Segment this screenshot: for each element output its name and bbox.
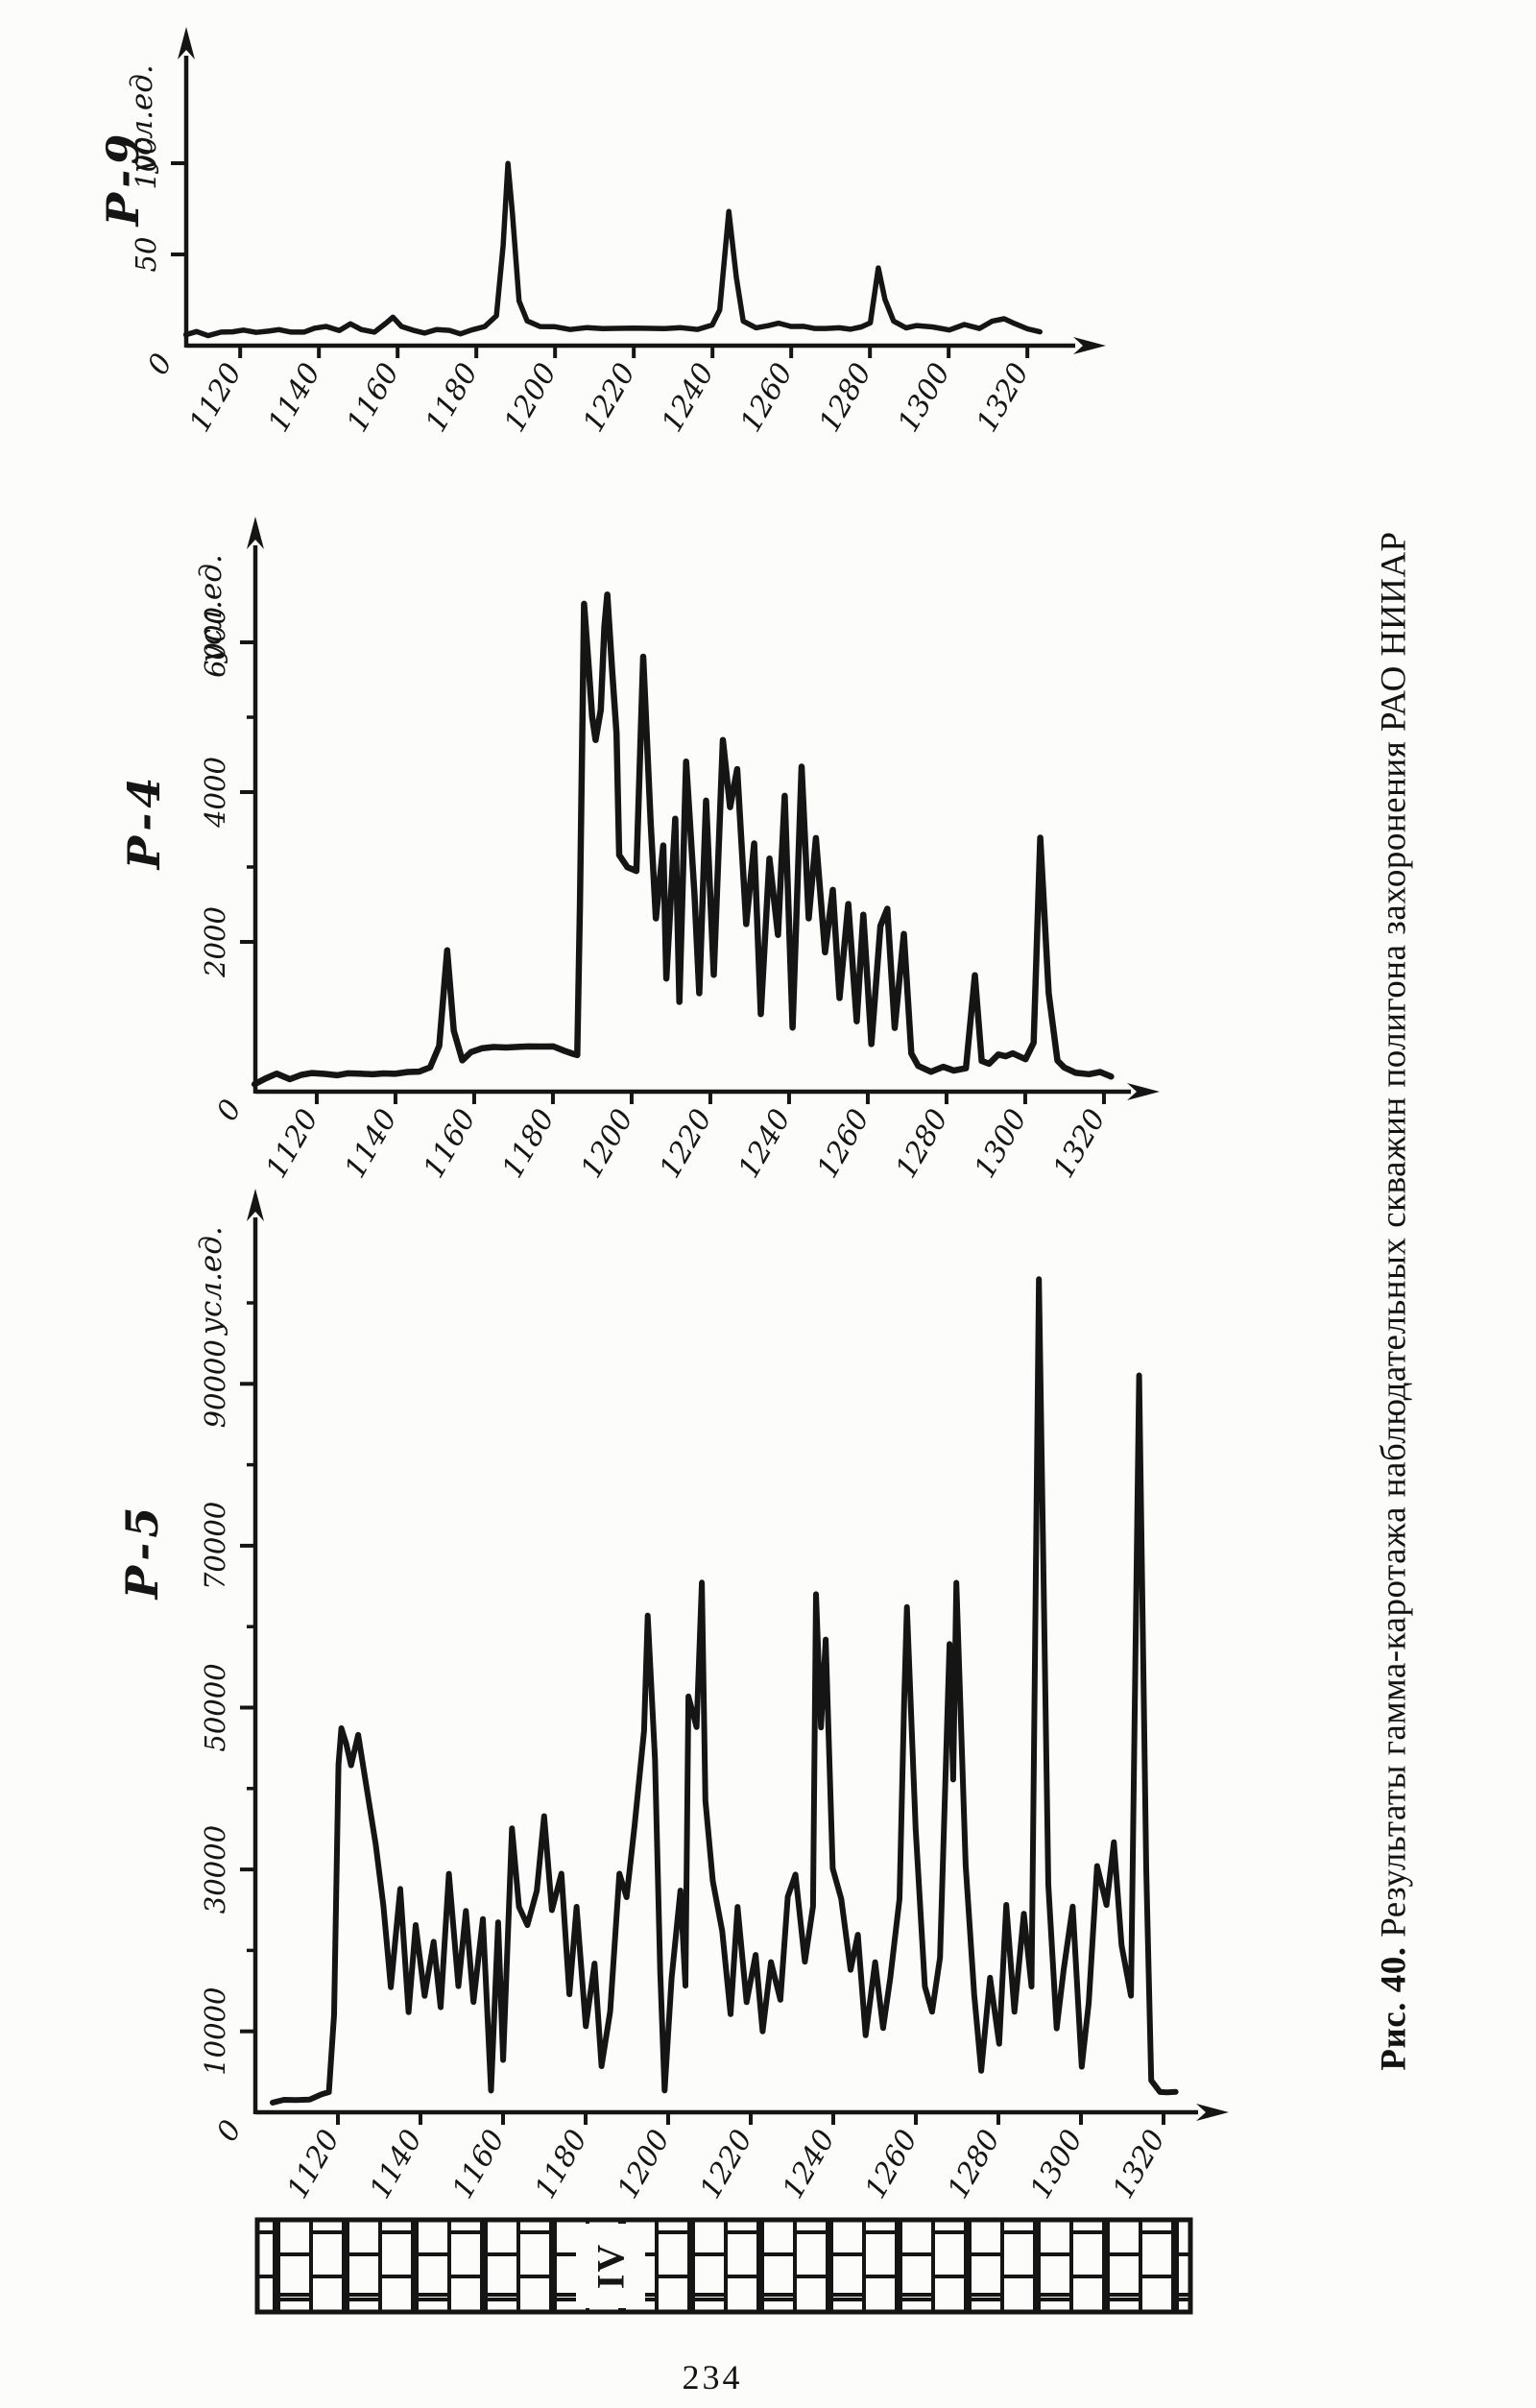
x-tick-label: 1300 xyxy=(968,1104,1033,1185)
lithology-strip xyxy=(254,2217,1193,2315)
x-tick-label: 1160 xyxy=(341,358,406,439)
x-tick-label: 1140 xyxy=(338,1104,403,1185)
y-unit-label: усл.ед. xyxy=(125,64,159,175)
chart-title-p4: Р-4 xyxy=(118,772,170,870)
x-tick-label: 1140 xyxy=(363,2125,428,2205)
x-tick-label: 1260 xyxy=(810,1104,876,1185)
y-tick-label: 6000 xyxy=(199,607,231,678)
x-tick-label: 1200 xyxy=(574,1104,639,1185)
caption-number: Рис. 40. xyxy=(1374,1946,1414,2071)
x-axis-arrow-icon xyxy=(1127,1083,1160,1100)
chart-Р-5: 1120 1140 1160 1180 1200 1220 1240 1260 1280 1300… xyxy=(194,1189,1229,2204)
lithology-label-text: IV xyxy=(588,2242,633,2290)
y-unit-label: усл.ед. xyxy=(194,1226,228,1336)
y-zero-label: 0 xyxy=(210,1095,249,1127)
y-tick-label: 10000 xyxy=(199,1987,231,2076)
y-tick-label: 100 xyxy=(130,136,162,189)
page-number: 234 xyxy=(682,2358,743,2396)
x-tick-label: 1200 xyxy=(498,358,564,439)
x-tick-label: 1300 xyxy=(892,358,957,439)
x-tick-label: 1280 xyxy=(941,2125,1006,2205)
x-tick-label: 1180 xyxy=(528,2125,593,2205)
y-tick-label: 4000 xyxy=(199,757,231,829)
x-tick-label: 1220 xyxy=(693,2125,758,2205)
caption-text: Результаты гамма-каротажа наблюдательных… xyxy=(1374,531,1414,1947)
y-tick-label: 50 xyxy=(130,237,162,273)
y-zero-label: 0 xyxy=(210,2115,249,2148)
y-axis-arrow-icon xyxy=(178,27,195,60)
x-tick-label: 1120 xyxy=(259,1104,324,1185)
gamma-log-curve xyxy=(270,1276,1179,2106)
x-tick-label: 1240 xyxy=(656,358,721,439)
gamma-log-curve xyxy=(182,160,1043,339)
chart-title-p9: Р-9 xyxy=(97,129,149,227)
lithology-layer-label: IV xyxy=(588,2236,634,2296)
x-tick-label: 1300 xyxy=(1023,2125,1089,2205)
x-tick-label: 1180 xyxy=(495,1104,561,1185)
x-axis-arrow-icon xyxy=(1196,2104,1229,2121)
x-tick-label: 1220 xyxy=(577,358,642,439)
y-tick-label: 30000 xyxy=(199,1825,231,1914)
chart-Р-4: 1120 1140 1160 1180 1200 1220 1240 1260 1280 1300… xyxy=(194,517,1160,1184)
x-tick-label: 1140 xyxy=(262,358,327,439)
x-tick-label: 1320 xyxy=(971,358,1036,439)
y-unit-label: усл.ед. xyxy=(194,554,228,664)
x-axis-arrow-icon xyxy=(1073,337,1106,354)
figure-caption: Рис. 40. Результаты гамма-каротажа наблю… xyxy=(1374,531,1415,2070)
x-tick-label: 1280 xyxy=(889,1104,954,1185)
x-tick-label: 1260 xyxy=(734,358,800,439)
x-tick-label: 1120 xyxy=(280,2125,346,2205)
y-axis-arrow-icon xyxy=(247,1189,264,1221)
y-axis-arrow-icon xyxy=(247,517,264,549)
x-tick-label: 1120 xyxy=(183,358,249,439)
y-tick-label: 90000 xyxy=(199,1339,231,1428)
x-tick-label: 1200 xyxy=(611,2125,676,2205)
x-tick-label: 1280 xyxy=(813,358,878,439)
x-tick-label: 1160 xyxy=(417,1104,482,1185)
gamma-log-curve xyxy=(251,591,1115,1088)
x-tick-label: 1240 xyxy=(732,1104,797,1185)
x-tick-label: 1160 xyxy=(445,2125,511,2205)
y-zero-label: 0 xyxy=(141,349,180,381)
chart-Р-9: 1120 1140 1160 1180 1200 1220 1240 1260 1280 1300… xyxy=(125,27,1106,438)
y-tick-label: 50000 xyxy=(199,1663,231,1751)
x-tick-label: 1320 xyxy=(1106,2125,1171,2205)
x-tick-label: 1260 xyxy=(858,2125,924,2205)
x-tick-label: 1240 xyxy=(776,2125,841,2205)
y-tick-label: 2000 xyxy=(199,906,231,978)
chart-title-p5: Р-5 xyxy=(116,1502,168,1600)
y-tick-label: 70000 xyxy=(199,1502,231,1590)
x-tick-label: 1220 xyxy=(653,1104,718,1185)
x-tick-label: 1180 xyxy=(420,358,485,439)
x-tick-label: 1320 xyxy=(1046,1104,1112,1185)
